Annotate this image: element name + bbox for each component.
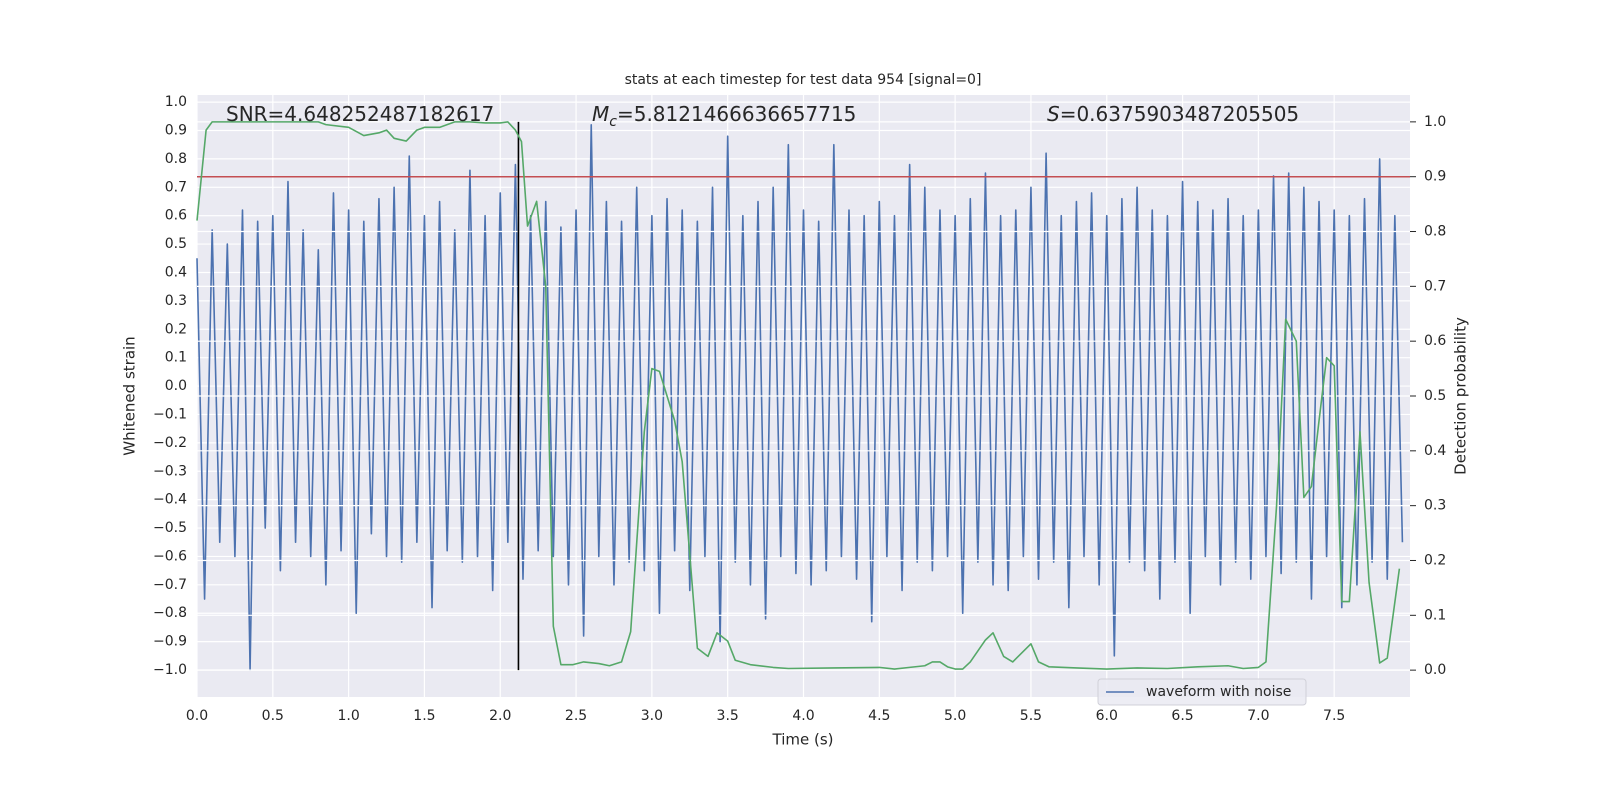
y-tick-label: −0.4 [153,492,187,508]
series-line [196,124,1404,671]
annotation-part: S [1047,102,1060,126]
annotation: S=0.6375903487205505 [1047,102,1299,126]
x-tick-label: 5.5 [1020,708,1042,724]
x-tick-label: 6.5 [1171,708,1193,724]
annotation-part: =0.6375903487205505 [1060,102,1299,126]
x-tick-label: 3.0 [641,708,663,724]
x-tick-label: 2.5 [565,708,587,724]
annotation: SNR=4.648252487182617 [226,102,494,126]
y2-tick-label: 0.2 [1424,552,1446,568]
x-tick-label: 2.0 [489,708,511,724]
annotation-part: SNR=4.648252487182617 [226,102,494,126]
x-tick-label: 7.0 [1247,708,1269,724]
x-tick-label: 4.5 [868,708,890,724]
y-tick-label: −1.0 [153,662,187,678]
y-axis-label: Whitened strain [121,336,139,455]
y2-tick-label: 0.4 [1424,443,1446,459]
y2-tick-label: 0.0 [1424,662,1446,678]
y-tick-label: 0.8 [165,151,187,167]
x-tick-label: 5.0 [944,708,966,724]
y-tick-label: 0.9 [165,122,187,138]
y-tick-label: 0.6 [165,208,187,224]
y-tick-label: −0.9 [153,634,187,650]
y-tick-label: 0.7 [165,179,187,195]
y2-tick-label: 0.8 [1424,224,1446,240]
y2-tick-label: 0.5 [1424,388,1446,404]
x-tick-label: 4.0 [792,708,814,724]
legend: waveform with noise [1097,678,1307,706]
y-tick-label: −0.3 [153,463,187,479]
x-tick-label: 1.0 [337,708,359,724]
series-line [196,121,1401,670]
y2-axis-label: Detection probability [1452,317,1470,475]
annotation-part: M [592,102,609,126]
y-tick-label: −0.1 [153,406,187,422]
y-tick-label: −0.7 [153,577,187,593]
y-tick-label: 0.0 [165,378,187,394]
x-axis-label: Time (s) [772,731,834,749]
y-tick-label: 0.3 [165,293,187,309]
y-tick-label: 0.5 [165,236,187,252]
x-tick-label: 0.0 [186,708,208,724]
y2-tick-label: 0.1 [1424,607,1446,623]
chart-title: stats at each timestep for test data 954… [625,72,982,88]
y-tick-label: 0.1 [165,350,187,366]
y-tick-label: 1.0 [165,94,187,110]
x-tick-label: 1.5 [413,708,435,724]
x-tick-label: 6.0 [1096,708,1118,724]
x-tick-label: 0.5 [262,708,284,724]
y-tick-label: 0.4 [165,264,187,280]
y2-tick-label: 1.0 [1424,114,1446,130]
y2-tick-label: 0.6 [1424,333,1446,349]
y2-tick-label: 0.3 [1424,498,1446,514]
annotation-part: =5.8121466636657715 [617,102,856,126]
legend-box [1097,678,1307,706]
y2-tick-label: 0.7 [1424,278,1446,294]
y-tick-label: −0.8 [153,605,187,621]
y-tick-label: −0.6 [153,548,187,564]
annotation-part: c [609,114,617,130]
y-tick-label: 0.2 [165,321,187,337]
annotation: Mc=5.8121466636657715 [592,102,856,130]
x-tick-label: 3.5 [717,708,739,724]
x-tick-label: 7.5 [1323,708,1345,724]
legend-label: waveform with noise [1146,684,1291,700]
y2-tick-label: 0.9 [1424,169,1446,185]
y-tick-label: −0.5 [153,520,187,536]
y-tick-label: −0.2 [153,435,187,451]
